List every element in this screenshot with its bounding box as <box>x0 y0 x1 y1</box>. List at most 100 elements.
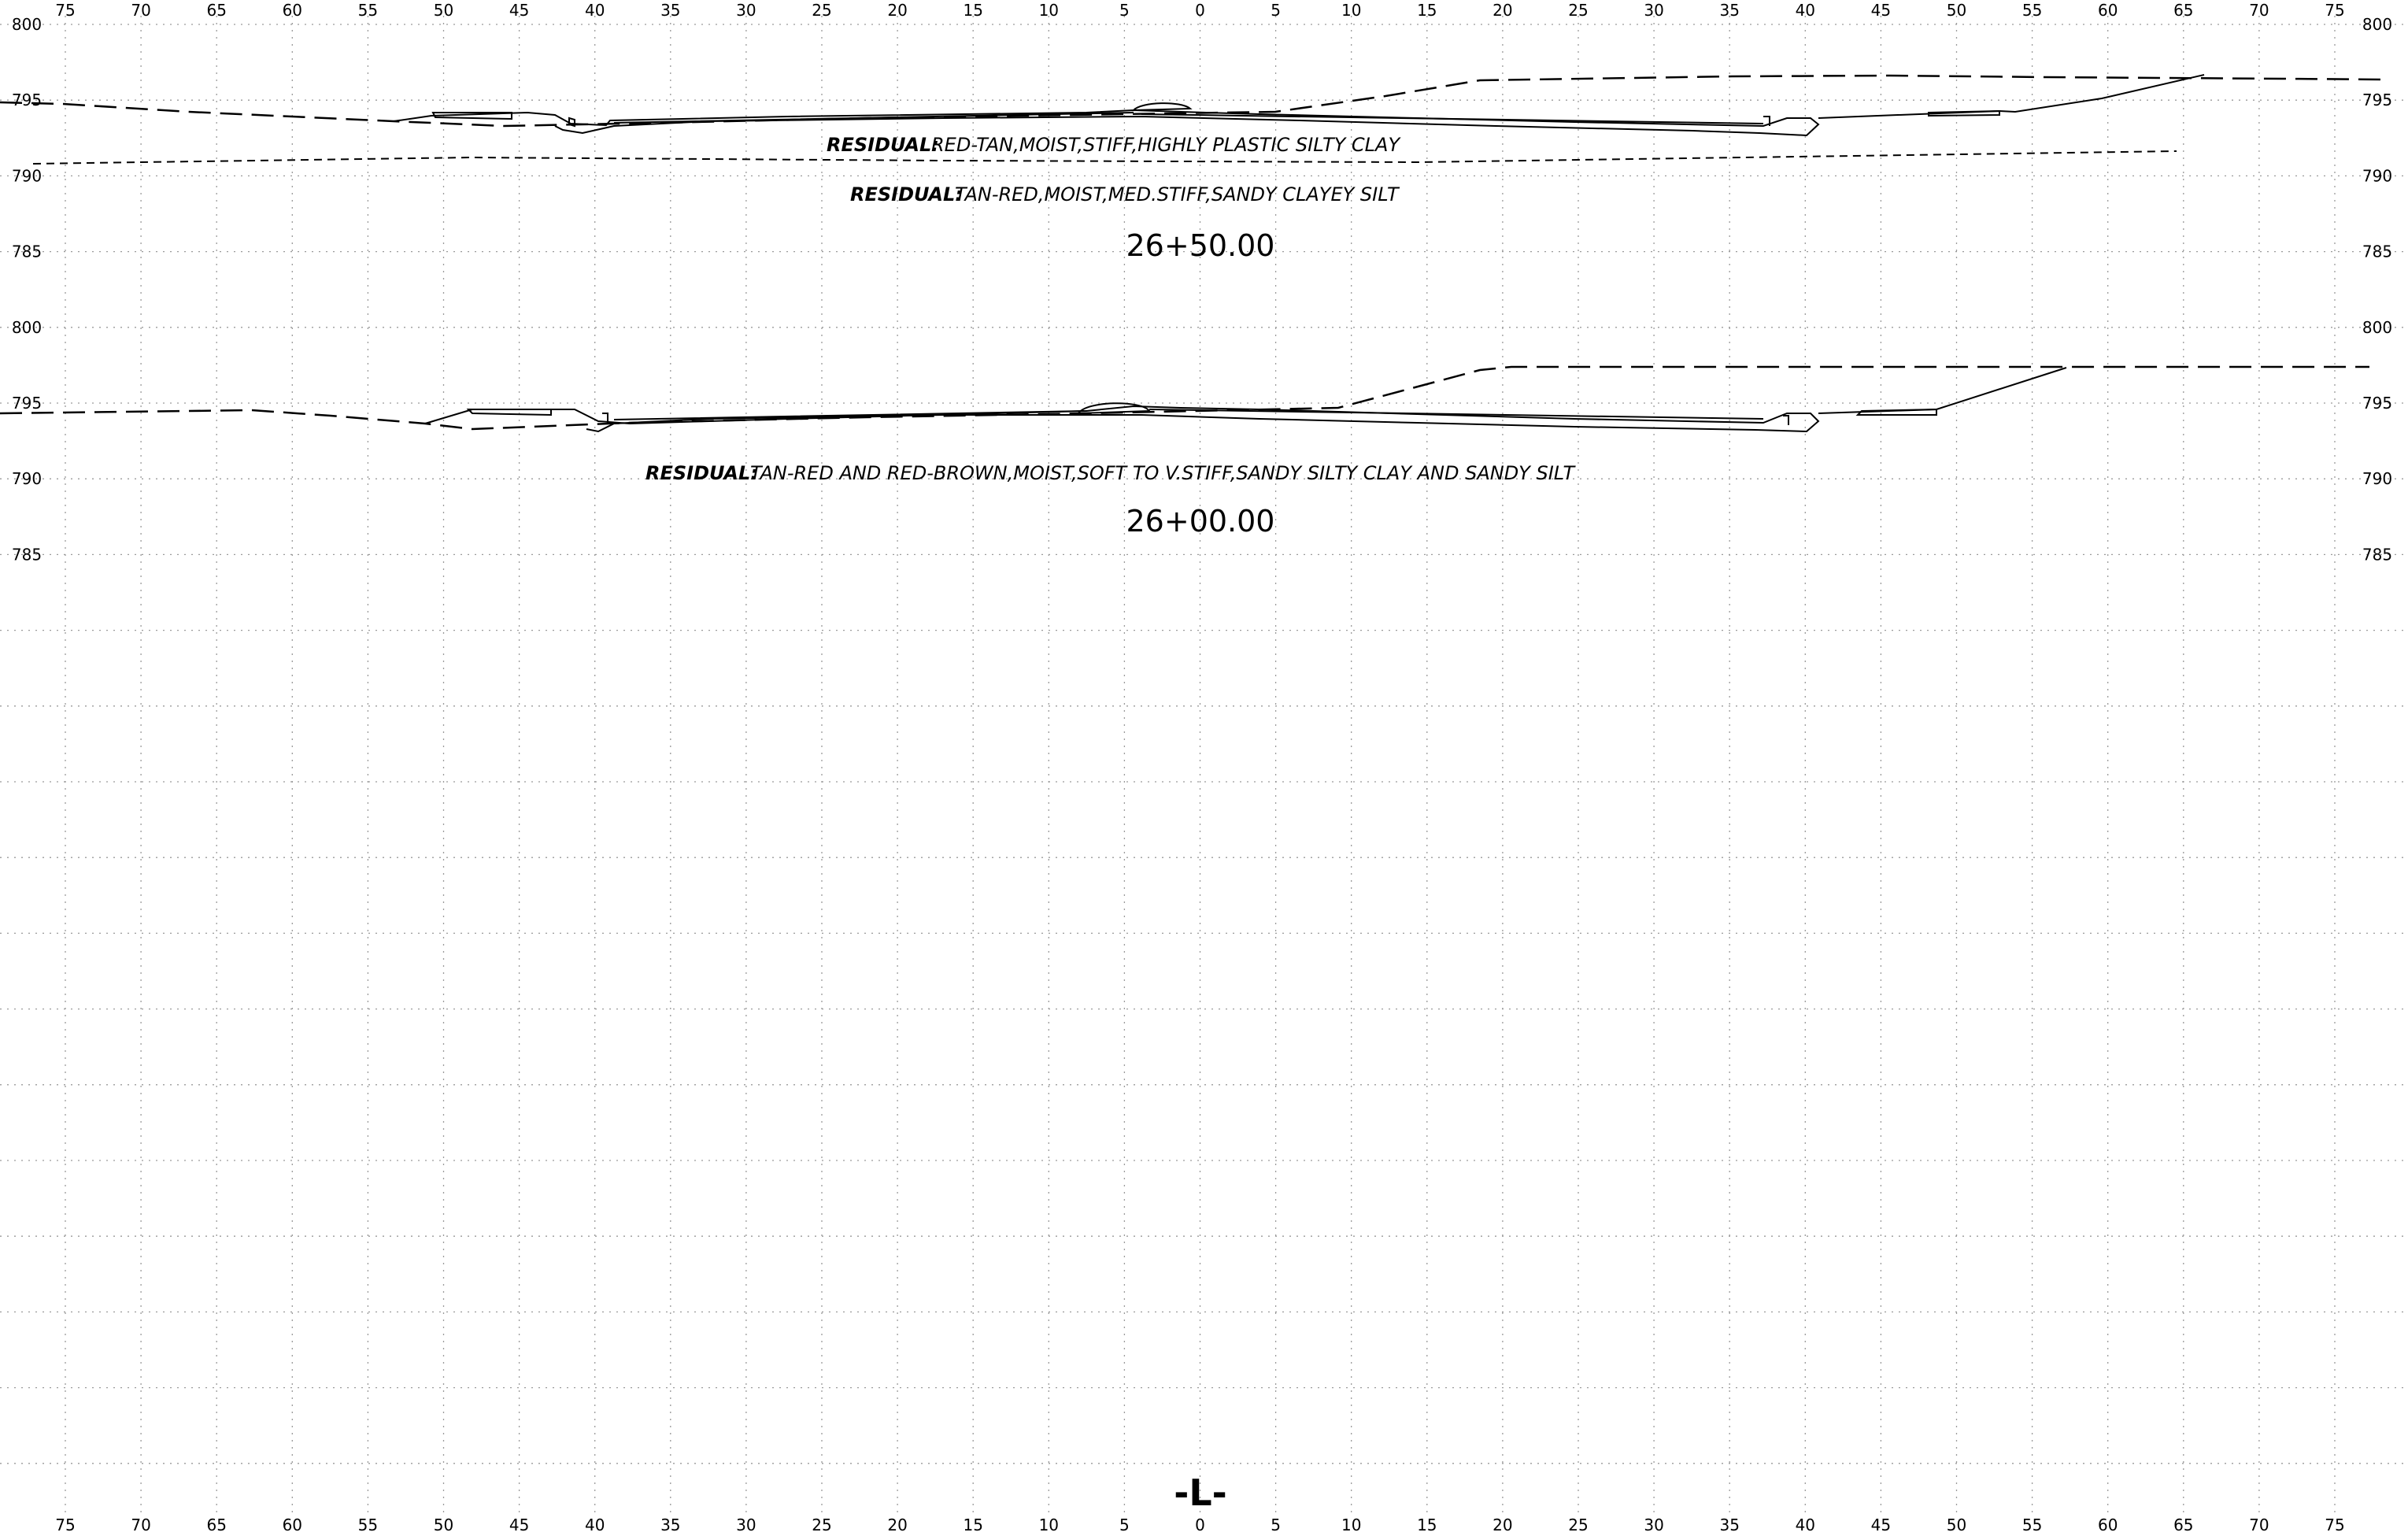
offset-tick-label: 15 <box>1417 1516 1437 1534</box>
left-sidewalk-2 <box>466 409 552 416</box>
offset-tick-label: 65 <box>2173 1516 2193 1534</box>
offset-tick-label: 55 <box>358 1 378 20</box>
offset-tick-label: 20 <box>1493 1516 1512 1534</box>
offset-tick-label: 40 <box>1796 1 1815 20</box>
offset-tick-label: 35 <box>1719 1 1739 20</box>
soil-label-desc: RED-TAN,MOIST,STIFF,HIGHLY PLASTIC SILTY… <box>931 134 1401 156</box>
offset-axis-top: 75 70 65 60 55 50 45 40 35 30 25 20 15 10 5 0 5 10 15 20 25 3… <box>55 1 2344 20</box>
offset-tick-label: 45 <box>509 1 529 20</box>
offset-tick-label: 5 <box>1119 1516 1130 1534</box>
station-label-1: 26+50.00 <box>1126 228 1275 263</box>
pavement-layer-top <box>613 112 1764 124</box>
elevation-tick-label: 800 <box>2362 15 2392 34</box>
offset-tick-label: 10 <box>1039 1 1059 20</box>
offset-axis-bottom: 75 70 65 60 55 50 45 40 35 30 25 20 15 10 5 0 5 10 15 20 25 3… <box>55 1516 2344 1534</box>
offset-tick-label: 35 <box>1719 1516 1739 1534</box>
offset-tick-label: 0 <box>1195 1 1205 20</box>
soil-layer-label-3: RESIDUAL: TAN-RED AND RED-BROWN,MOIST,SO… <box>645 462 1577 484</box>
elevation-tick-label: 795 <box>2362 91 2392 109</box>
offset-tick-label: 35 <box>660 1516 680 1534</box>
offset-tick-label: 30 <box>736 1 756 20</box>
offset-tick-label: 75 <box>55 1 75 20</box>
offset-tick-label: 20 <box>887 1516 907 1534</box>
offset-tick-label: 20 <box>1493 1 1512 20</box>
offset-tick-label: 50 <box>1947 1516 1966 1534</box>
soil-label-desc: TAN-RED,MOIST,MED.STIFF,SANDY CLAYEY SIL… <box>955 183 1400 205</box>
left-sidewalk <box>431 112 512 120</box>
elevation-tick-label: 785 <box>12 242 42 261</box>
elevation-tick-label: 785 <box>2362 545 2392 564</box>
offset-tick-label: 40 <box>585 1516 605 1534</box>
offset-tick-label: 30 <box>736 1516 756 1534</box>
offset-tick-label: 25 <box>1568 1516 1588 1534</box>
elevation-tick-label: 790 <box>12 166 42 185</box>
existing-ground-line <box>0 74 2386 128</box>
offset-tick-label: 15 <box>1417 1 1437 20</box>
elevation-tick-label: 790 <box>2362 469 2392 488</box>
proposed-roadway-2 <box>424 405 1820 433</box>
soil-boundary-line <box>32 150 2177 165</box>
offset-tick-label: 10 <box>1341 1516 1361 1534</box>
soil-layer-label-1: RESIDUAL: RED-TAN,MOIST,STIFF,HIGHLY PLA… <box>827 134 1401 156</box>
elevation-tick-label: 795 <box>2362 394 2392 413</box>
right-slope-2 <box>1818 367 2067 414</box>
elevation-axis-right-section-2: 800 795 790 785 <box>2362 318 2392 564</box>
offset-tick-label: 50 <box>1947 1 1966 20</box>
offset-tick-label: 0 <box>1195 1516 1205 1534</box>
soil-label-head: RESIDUAL: <box>850 183 963 205</box>
station-label-2: 26+00.00 <box>1126 504 1275 539</box>
elevation-axis-left-section-1: 800 795 790 785 <box>12 15 42 261</box>
elevation-tick-label: 800 <box>12 15 42 34</box>
offset-tick-label: 60 <box>2098 1 2118 20</box>
offset-tick-label: 60 <box>283 1516 302 1534</box>
offset-tick-label: 60 <box>2098 1516 2118 1534</box>
elevation-tick-label: 795 <box>12 91 42 109</box>
soil-layer-label-2: RESIDUAL: TAN-RED,MOIST,MED.STIFF,SANDY … <box>850 183 1400 205</box>
elevation-tick-label: 790 <box>2362 166 2392 185</box>
offset-tick-label: 70 <box>131 1 150 20</box>
offset-tick-label: 30 <box>1644 1 1663 20</box>
soil-label-head: RESIDUAL: <box>827 134 939 156</box>
offset-tick-label: 50 <box>434 1 453 20</box>
elevation-tick-label: 785 <box>2362 242 2392 261</box>
soil-label-head: RESIDUAL: <box>645 462 758 484</box>
offset-tick-label: 70 <box>131 1516 150 1534</box>
elevation-tick-label: 800 <box>12 318 42 337</box>
offset-tick-label: 75 <box>2325 1 2344 20</box>
section-26-00-drawing <box>0 365 2369 433</box>
offset-tick-label: 70 <box>2249 1516 2269 1534</box>
offset-tick-label: 30 <box>1644 1516 1663 1534</box>
proposed-roadway <box>393 109 1820 137</box>
offset-tick-label: 5 <box>1119 1 1130 20</box>
elevation-axis-right-section-1: 800 795 790 785 <box>2362 15 2392 261</box>
elevation-tick-label: 785 <box>12 545 42 564</box>
offset-tick-label: 5 <box>1271 1516 1281 1534</box>
offset-tick-label: 60 <box>283 1 302 20</box>
offset-tick-label: 65 <box>206 1516 226 1534</box>
pavement-layer-top-2 <box>613 409 1764 420</box>
offset-tick-label: 65 <box>2173 1 2193 20</box>
offset-tick-label: 40 <box>585 1 605 20</box>
offset-tick-label: 35 <box>660 1 680 20</box>
right-slope <box>1818 74 2205 119</box>
elevation-tick-label: 795 <box>12 394 42 413</box>
elevation-axis-left-section-2: 800 795 790 785 <box>12 318 42 564</box>
offset-tick-label: 50 <box>434 1516 453 1534</box>
soil-label-desc: TAN-RED AND RED-BROWN,MOIST,SOFT TO V.ST… <box>750 462 1577 484</box>
offset-tick-label: 15 <box>963 1516 982 1534</box>
offset-tick-label: 45 <box>1871 1516 1891 1534</box>
offset-tick-label: 55 <box>358 1516 378 1534</box>
offset-tick-label: 70 <box>2249 1 2269 20</box>
elevation-tick-label: 790 <box>12 469 42 488</box>
offset-tick-label: 15 <box>963 1 982 20</box>
offset-tick-label: 55 <box>2022 1516 2042 1534</box>
section-26-50-drawing <box>0 74 2386 165</box>
offset-tick-label: 10 <box>1039 1516 1059 1534</box>
offset-tick-label: 55 <box>2022 1 2042 20</box>
offset-tick-label: 75 <box>55 1516 75 1534</box>
existing-ground-line-2 <box>0 365 2369 431</box>
offset-tick-label: 45 <box>509 1516 529 1534</box>
offset-tick-label: 45 <box>1871 1 1891 20</box>
offset-tick-label: 5 <box>1271 1 1281 20</box>
